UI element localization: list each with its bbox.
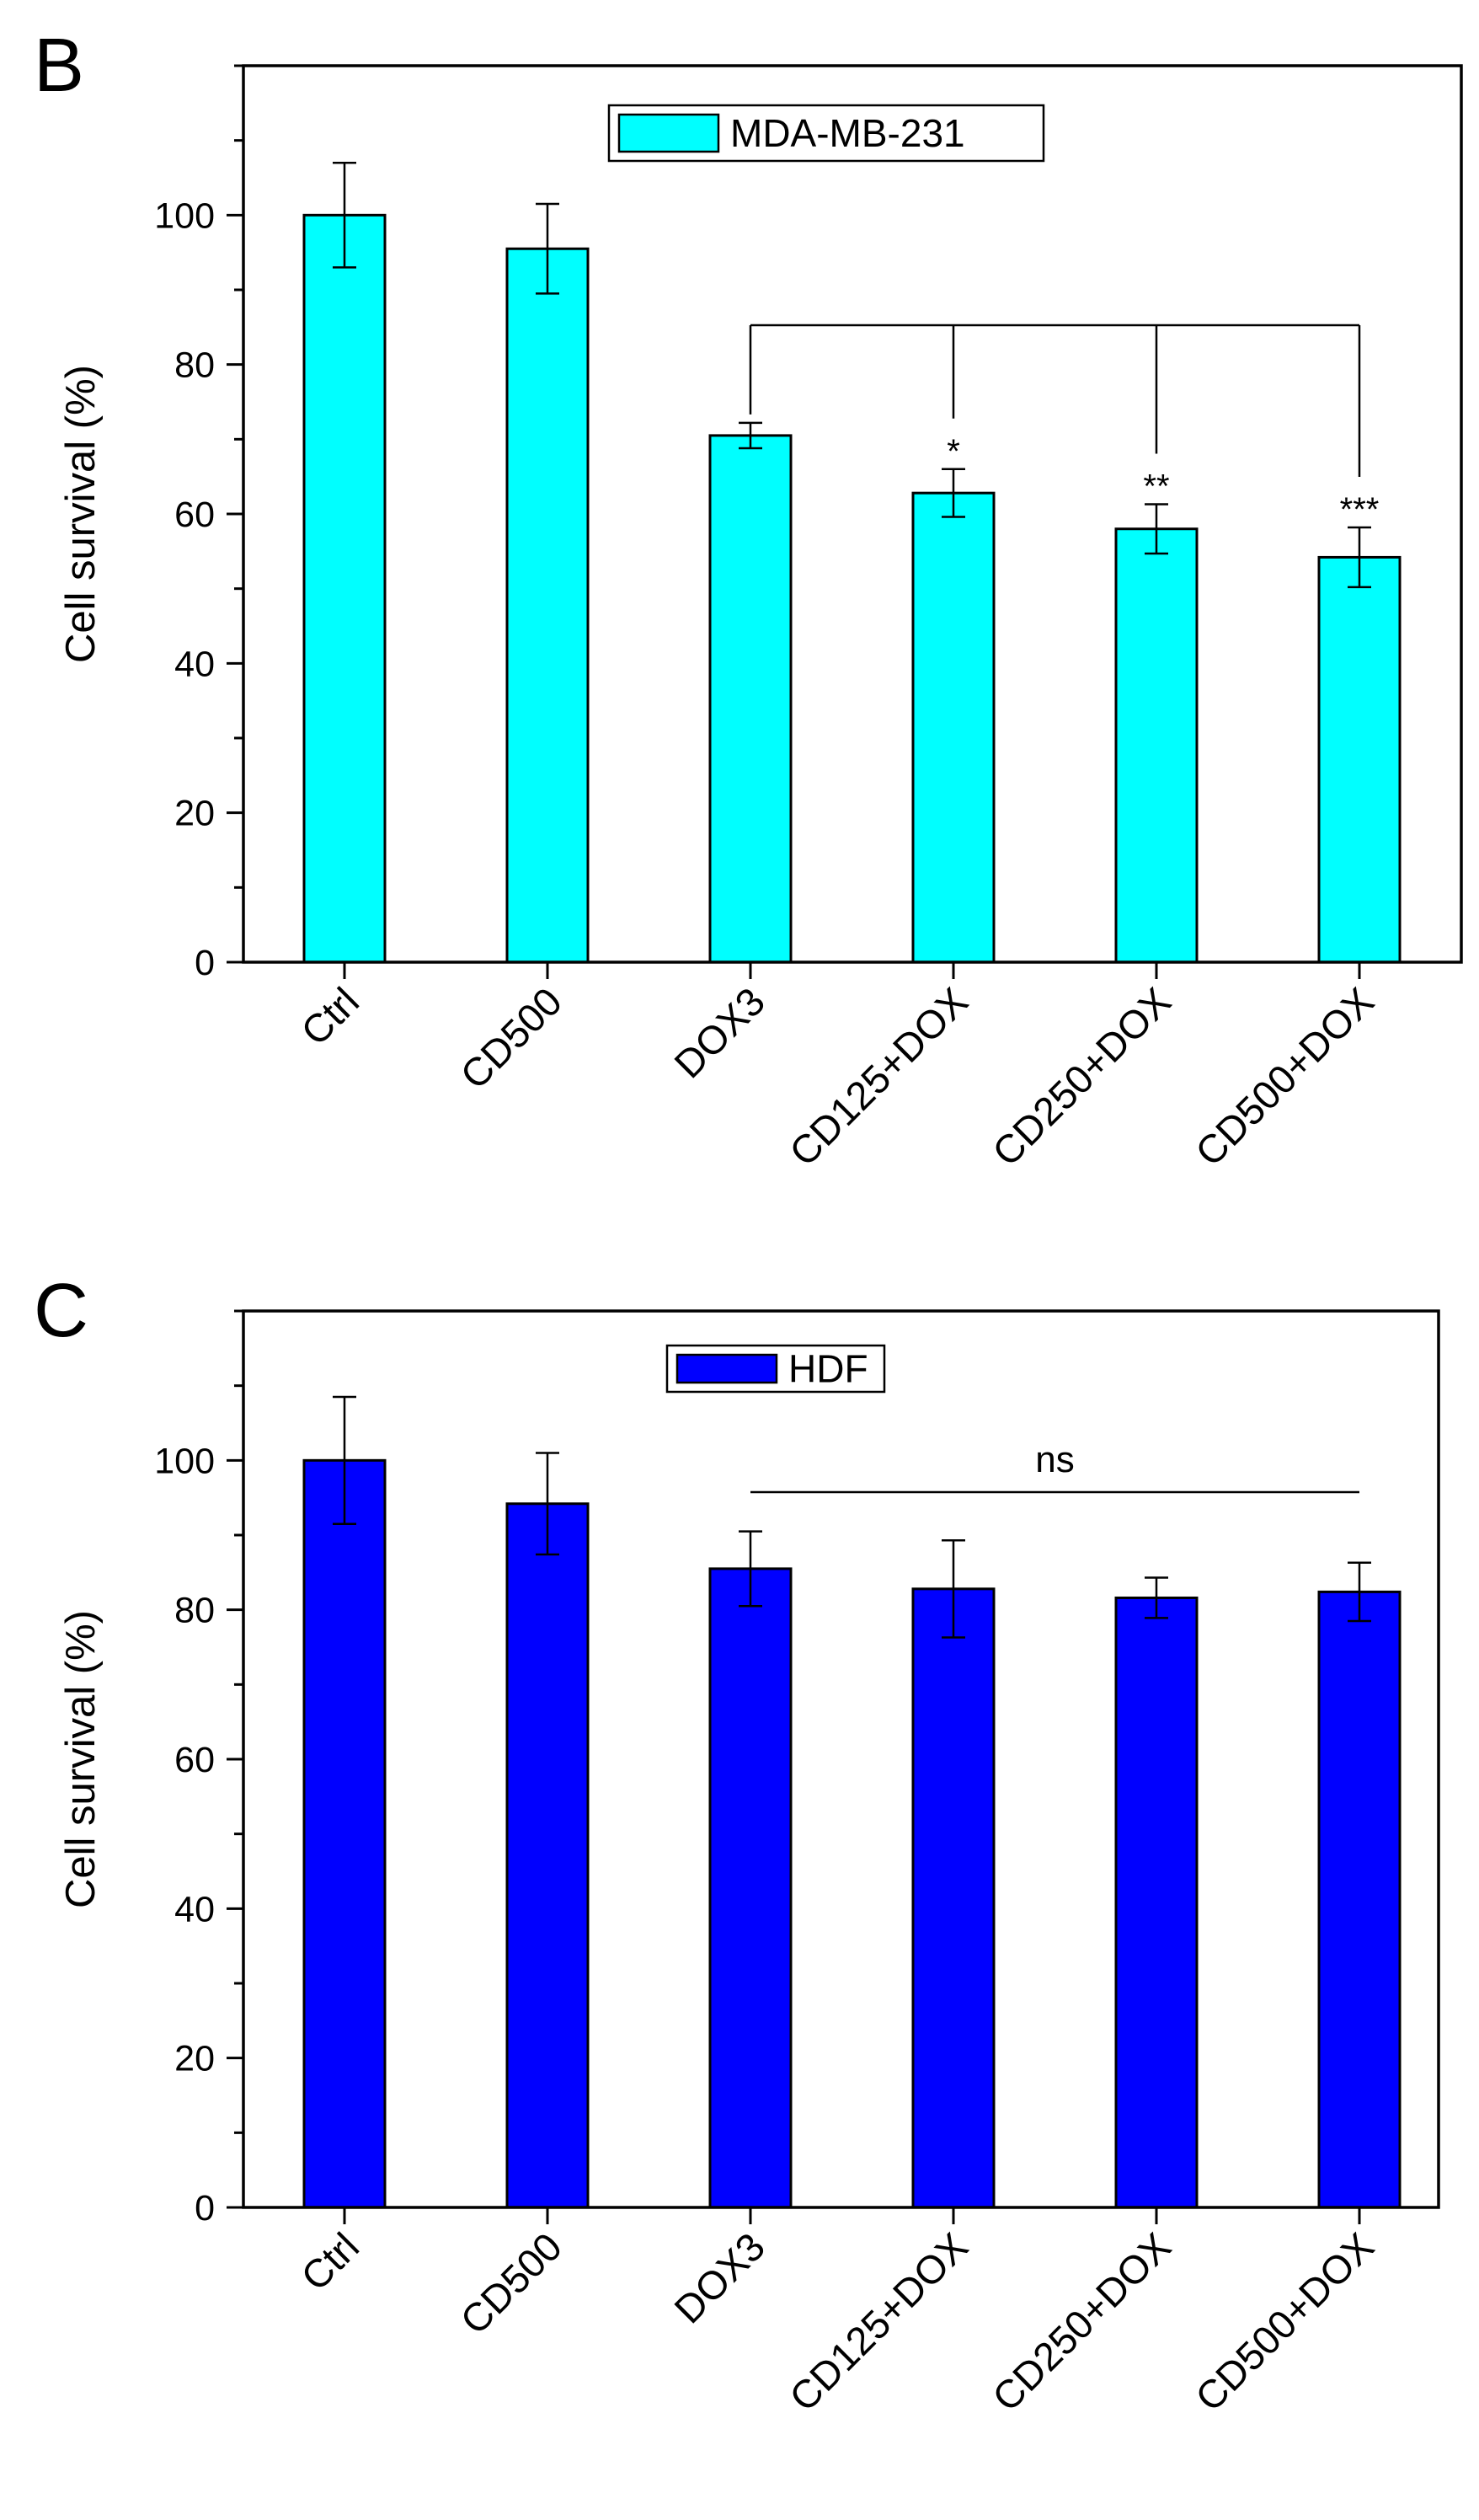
y-tick-label: 20 (174, 2039, 215, 2079)
bar-dox3 (708, 434, 793, 964)
y-tick-label: 100 (154, 1441, 215, 1481)
x-tick-label: Ctrl (292, 979, 367, 1054)
legend: MDA-MB-231 (607, 104, 1045, 163)
significance-mark: * (947, 433, 960, 470)
y-tick-label: 0 (195, 2188, 215, 2228)
bar-ctrl (302, 1458, 387, 2209)
y-tick-label: 80 (174, 345, 215, 386)
x-tick-label: CD500 (451, 979, 570, 1098)
y-tick-label: 0 (195, 943, 215, 983)
bar-cd500 (505, 247, 590, 964)
y-axis-label: Cell survival (%) (58, 365, 104, 663)
bar-cd500-dox (1317, 555, 1402, 964)
ns-label: ns (1035, 1439, 1074, 1480)
x-tick-label: DOX3 (665, 979, 773, 1087)
y-tick-label: 20 (174, 794, 215, 834)
significance-mark: *** (1340, 491, 1380, 528)
legend-swatch (617, 113, 720, 153)
legend-swatch (675, 1353, 778, 1384)
x-tick-label: CD250+DOX (984, 2224, 1179, 2420)
y-tick-label: 60 (174, 1740, 215, 1780)
y-tick-label: 100 (154, 195, 215, 236)
x-tick-label: CD500 (451, 2224, 570, 2343)
bar-cd125-dox (911, 491, 996, 964)
y-tick-label: 60 (174, 495, 215, 535)
bar-cd500 (505, 1502, 590, 2209)
x-tick-label: CD500+DOX (1187, 2224, 1382, 2420)
significance-mark: ** (1143, 468, 1169, 505)
plot-frame (242, 1309, 1440, 2209)
bar-dox3 (708, 1567, 793, 2209)
x-tick-label: CD500+DOX (1187, 979, 1382, 1174)
bar-cd250-dox (1114, 527, 1199, 964)
bar-cd125-dox (911, 1587, 996, 2209)
y-tick-label: 40 (174, 1889, 215, 1929)
panel-label: C (34, 1269, 88, 1353)
chart-panel-c: C 0 20 40 60 80 100 Cell survival (%) Ctrl CD500 D… (34, 1269, 1440, 2420)
y-tick-label: 80 (174, 1591, 215, 1631)
x-tick-label: CD250+DOX (984, 979, 1179, 1174)
x-tick-label: CD125+DOX (781, 2224, 976, 2420)
x-tick-label: CD125+DOX (781, 979, 976, 1174)
y-tick-label: 40 (174, 644, 215, 684)
legend: HDF (665, 1344, 886, 1394)
chart-panel-b: B 0 20 40 60 80 100 Cell survival (%) Ctrl CD500 D… (34, 24, 1463, 1174)
panel-label: B (34, 24, 84, 108)
legend-label: MDA-MB-231 (730, 111, 965, 155)
legend-label: HDF (788, 1347, 868, 1391)
y-axis-label: Cell survival (%) (58, 1610, 104, 1908)
bar-cd500-dox (1317, 1590, 1402, 2209)
x-tick-label: DOX3 (665, 2224, 773, 2332)
x-tick-label: Ctrl (292, 2224, 367, 2299)
bar-ctrl (302, 213, 387, 964)
bar-cd250-dox (1114, 1596, 1199, 2209)
plot-frame (242, 64, 1463, 964)
